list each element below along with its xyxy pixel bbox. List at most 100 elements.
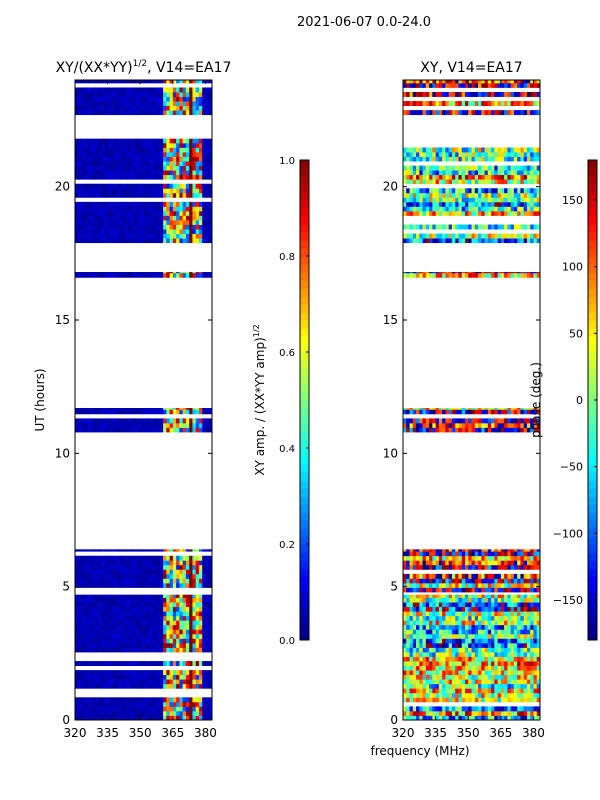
heatmap-cell: [88, 192, 92, 198]
heatmap-cell: [487, 606, 492, 612]
heatmap-cell: [416, 578, 420, 584]
heatmap-cell: [123, 92, 128, 97]
heatmap-cell: [520, 688, 525, 694]
heatmap-cell: [136, 602, 141, 608]
heatmap-cell: [425, 560, 430, 566]
heatmap-cell: [182, 555, 187, 561]
heatmap-cell: [163, 229, 167, 234]
heatmap-cell: [510, 564, 515, 570]
heatmap-cell: [169, 147, 174, 153]
heatmap-cell: [497, 197, 502, 203]
heatmap-cell: [435, 551, 440, 557]
heatmap-cell: [143, 573, 148, 579]
heatmap-cell: [422, 647, 427, 653]
heatmap-cell: [435, 408, 440, 410]
heatmap-cell: [445, 549, 450, 552]
heatmap-cell: [163, 602, 167, 608]
heatmap-cell: [481, 233, 485, 239]
heatmap-cell: [91, 80, 95, 84]
heatmap-cell: [192, 633, 197, 639]
heatmap-cell: [166, 409, 170, 415]
heatmap-cell: [520, 224, 525, 230]
heatmap-cell: [91, 147, 95, 153]
heatmap-cell: [101, 409, 105, 415]
heatmap-cell: [208, 87, 213, 93]
heatmap-cell: [182, 569, 187, 575]
heatmap-cell: [497, 409, 502, 415]
heatmap-cell: [533, 638, 538, 644]
heatmap-cell: [435, 606, 440, 612]
heatmap-cell: [461, 201, 466, 207]
heatmap-cell: [123, 647, 128, 653]
heatmap-cell: [202, 661, 206, 666]
heatmap-cell: [478, 408, 482, 410]
heatmap-cell: [533, 679, 538, 685]
heatmap-cell: [189, 602, 193, 608]
heatmap-cell: [153, 578, 157, 584]
heatmap-cell: [403, 611, 407, 617]
heatmap-cell: [91, 152, 95, 157]
heatmap-cell: [81, 706, 86, 712]
heatmap-cell: [471, 210, 476, 216]
heatmap-cell: [136, 272, 141, 274]
heatmap-cell: [419, 272, 423, 278]
heatmap-cell: [435, 624, 440, 630]
heatmap-cell: [114, 188, 118, 194]
heatmap-cell: [172, 408, 177, 410]
heatmap-cell: [474, 597, 479, 603]
heatmap-cell: [114, 578, 118, 584]
heatmap-cell: [185, 418, 190, 424]
heatmap-cell: [412, 638, 417, 644]
heatmap-cell: [169, 560, 174, 566]
heatmap-cell: [185, 661, 190, 666]
heatmap-cell: [445, 564, 450, 570]
heatmap-cell: [192, 549, 197, 552]
heatmap-cell: [117, 174, 122, 180]
heatmap-cell: [438, 272, 443, 274]
heatmap-cell: [156, 555, 161, 561]
heatmap-cell: [448, 238, 453, 244]
heatmap-cell: [133, 220, 138, 225]
heatmap-cell: [202, 215, 206, 221]
heatmap-cell: [438, 679, 443, 685]
heatmap-cell: [133, 560, 138, 566]
heatmap-cell: [419, 674, 423, 680]
heatmap-cell: [448, 665, 453, 671]
heatmap-cell: [94, 409, 99, 415]
heatmap-cell: [78, 611, 82, 617]
heatmap-cell: [185, 408, 190, 410]
heatmap-cell: [419, 602, 423, 608]
heatmap-cell: [150, 206, 154, 212]
heatmap-cell: [156, 188, 161, 194]
heatmap-cell: [163, 233, 167, 239]
heatmap-cell: [146, 582, 151, 588]
heatmap-cell: [432, 652, 437, 657]
heatmap-cell: [497, 201, 502, 207]
heatmap-cell: [163, 409, 167, 415]
heatmap-cell: [487, 665, 492, 671]
heatmap-cell: [163, 638, 167, 644]
heatmap-cell: [468, 272, 472, 274]
heatmap-cell: [163, 215, 167, 221]
heatmap-cell: [208, 105, 213, 111]
heatmap-cell: [478, 560, 482, 566]
heatmap-cell: [88, 174, 92, 180]
heatmap-cell: [166, 147, 170, 153]
heatmap-cell: [474, 233, 479, 239]
colorbar-segment: [300, 544, 309, 553]
heatmap-cell: [458, 715, 463, 721]
heatmap-cell: [176, 670, 180, 676]
heatmap-cell: [169, 564, 174, 570]
heatmap-cell: [406, 674, 410, 680]
heatmap-cell: [474, 688, 479, 694]
heatmap-cell: [146, 229, 151, 234]
heatmap-cell: [169, 161, 174, 166]
heatmap-cell: [169, 642, 174, 648]
heatmap-cell: [182, 602, 187, 608]
heatmap-cell: [435, 272, 440, 274]
heatmap-cell: [133, 156, 138, 162]
heatmap-cell: [507, 587, 512, 593]
heatmap-cell: [409, 272, 414, 274]
heatmap-cell: [78, 233, 82, 239]
